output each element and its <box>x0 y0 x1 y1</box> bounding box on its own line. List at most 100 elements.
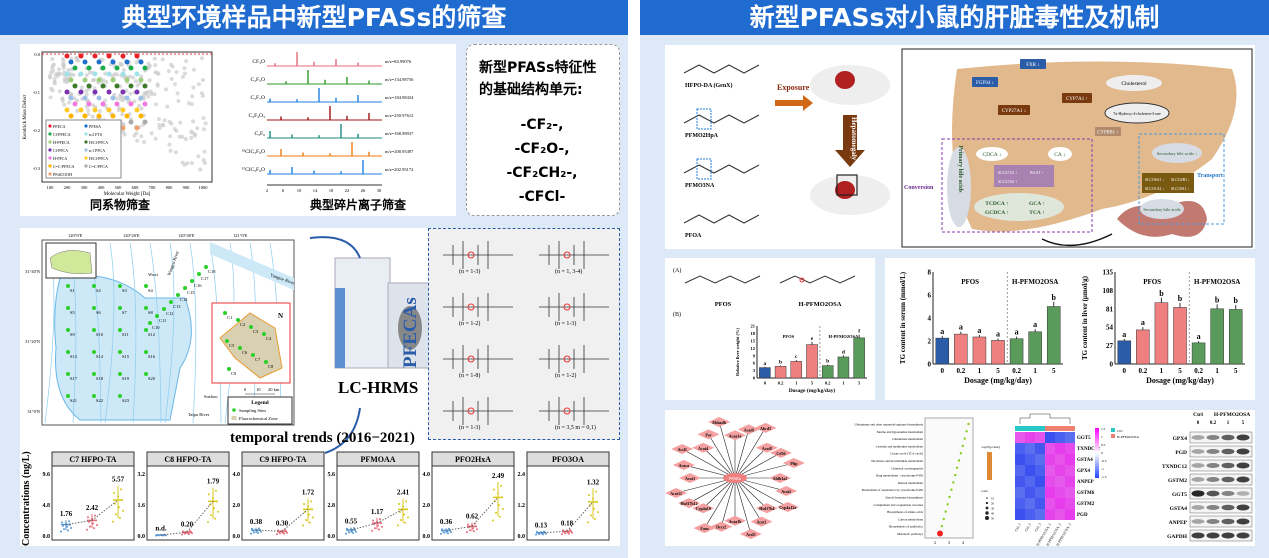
legend-marker <box>84 140 88 144</box>
pfos-structure <box>684 275 761 284</box>
slc-label: SLC27A2 ↑ <box>998 170 1017 175</box>
series-point <box>92 107 98 113</box>
heatmap-cell <box>1045 465 1055 476</box>
significance-letter: a <box>1015 328 1019 337</box>
hepatomegaly-label: Hepatomegaly <box>850 117 858 161</box>
data-point <box>569 528 571 531</box>
network-node <box>769 473 791 483</box>
network-edge <box>704 477 736 529</box>
background-point <box>168 134 173 139</box>
significance-letter: a <box>1141 318 1145 327</box>
fgf-box-label: FGF04 ↓ <box>976 81 994 86</box>
background-point <box>57 67 62 72</box>
y-tick-label: 1.6 <box>138 503 146 509</box>
data-point <box>257 532 259 535</box>
enrichment-point <box>948 495 951 499</box>
data-point <box>214 517 216 520</box>
background-point <box>120 112 125 117</box>
x-tick-label: 0 <box>1123 367 1127 375</box>
series-point <box>134 71 140 77</box>
background-point <box>146 61 151 66</box>
pfeca-range-label: (n = 1-3) <box>555 321 577 327</box>
site-label: C6 <box>242 350 248 355</box>
network-node-label: Cd36 <box>776 451 785 456</box>
data-point <box>561 533 563 536</box>
background-point <box>139 106 144 111</box>
data-point <box>476 528 478 531</box>
carbon-chain <box>683 64 760 74</box>
ion-mz: m/z=250.97612 <box>385 113 413 118</box>
network-edge <box>702 477 736 509</box>
x-tick-label: 0.2 <box>1138 367 1147 375</box>
site-label: S13 <box>70 354 78 359</box>
sampling-site <box>66 350 70 354</box>
series-point <box>72 101 78 107</box>
sampling-site <box>169 300 173 304</box>
background-point <box>195 126 200 131</box>
x-axis-label: Dosage (mg/kg/day) <box>1146 376 1214 385</box>
network-node <box>755 442 778 453</box>
median-label: 0.18 <box>561 519 574 527</box>
count-marker <box>985 506 989 510</box>
plot-frame <box>41 51 213 183</box>
sampling-site <box>176 293 180 297</box>
series-point <box>110 77 116 83</box>
significance-letter: a <box>1033 320 1037 329</box>
group-label: H-PFMO2OSA <box>829 334 859 339</box>
trend-line <box>376 508 404 524</box>
background-point <box>115 72 120 77</box>
sampling-site <box>155 314 159 318</box>
sampling-site <box>264 360 268 364</box>
enrichment-point <box>959 452 963 455</box>
data-point <box>379 518 381 521</box>
legend-marker <box>84 164 88 168</box>
bar <box>821 365 834 379</box>
y-tick-label: 4.8 <box>43 503 51 509</box>
bond <box>443 345 513 373</box>
ether-oxygen <box>563 407 571 415</box>
bond <box>539 397 609 425</box>
site-label: S6 <box>96 310 102 315</box>
significance-letter: d <box>842 349 845 355</box>
median-label: 1.17 <box>371 508 384 516</box>
ether-oxygen <box>467 355 475 363</box>
series-point <box>138 95 144 101</box>
sample-label: Ctrl_2 <box>1024 522 1032 532</box>
pathway-term: Chemical carcinogenesis <box>891 466 924 470</box>
trend-line <box>65 519 93 526</box>
screening-figure: PFECA PFESA Cl-PFECA n:2 FTS H-PFECA H/Cl-PFC… <box>20 44 456 216</box>
series-point <box>78 89 84 95</box>
site-label: S22 <box>96 398 103 403</box>
background-point <box>124 88 129 93</box>
cyp7a1-box <box>1062 93 1092 103</box>
trend-line <box>255 529 283 532</box>
cyp27a1-box <box>998 105 1030 115</box>
sampling-site <box>249 325 253 329</box>
network-node <box>693 523 716 534</box>
liver-organ <box>835 181 855 199</box>
carbon-chain <box>683 214 760 224</box>
heatmap-cell <box>1065 487 1075 498</box>
site-label: S16 <box>148 354 156 359</box>
bar <box>1117 340 1132 365</box>
data-point <box>207 521 209 524</box>
background-point <box>173 82 178 87</box>
background-point <box>142 139 147 144</box>
structural-unit-item: -CF₂O-, <box>514 141 570 157</box>
sampling-site <box>92 284 96 288</box>
legend-label: H/Cl-PFCA <box>89 140 108 145</box>
x-tick-label: 14 <box>313 188 318 193</box>
heatmap-cell <box>1055 454 1065 465</box>
network-node <box>754 422 777 433</box>
cdca-node <box>976 147 1008 161</box>
site-label: S21 <box>70 398 77 403</box>
sampling-site <box>236 318 240 322</box>
background-point <box>191 119 196 124</box>
site-label: C2 <box>240 322 245 327</box>
group-label: PFOS <box>961 278 979 286</box>
legend-box <box>45 119 122 179</box>
background-point <box>61 59 66 64</box>
heatmap-cell <box>1025 487 1035 498</box>
x-tick-label: 500 <box>115 185 123 190</box>
x-tick-label: 700 <box>149 185 157 190</box>
